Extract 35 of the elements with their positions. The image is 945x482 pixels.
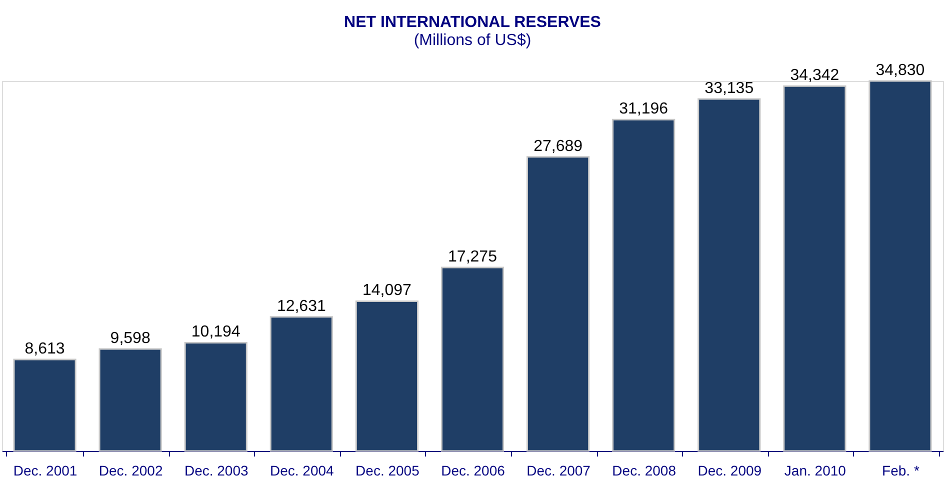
bar (270, 316, 333, 452)
bar (868, 80, 932, 452)
data-label: 9,598 (110, 330, 150, 348)
x-tick-label: Feb. * (882, 462, 920, 478)
data-label: 34,830 (876, 62, 925, 79)
data-label: 12,631 (276, 298, 326, 315)
bar (98, 348, 162, 452)
bar (355, 300, 418, 452)
x-tick-label: Dec. 2008 (612, 462, 676, 478)
x-tick-label: Dec. 2004 (270, 462, 334, 478)
data-label: 8,613 (24, 340, 65, 358)
data-label: 17,275 (448, 248, 498, 266)
bar (526, 156, 590, 452)
bar (783, 85, 846, 452)
data-label: 14,097 (362, 282, 412, 300)
data-label: 27,689 (534, 138, 583, 155)
chart-subtitle: (Millions of US$) (414, 32, 532, 49)
data-label: 10,194 (191, 324, 240, 341)
bar (440, 266, 504, 452)
x-tick-label: Dec. 2006 (441, 462, 506, 478)
chart-title: NET INTERNATIONAL RESERVES (344, 14, 602, 31)
data-label: 34,342 (790, 67, 840, 84)
x-tick-label: Dec. 2009 (698, 462, 762, 478)
bar (13, 358, 76, 452)
bar (698, 98, 761, 452)
x-tick-label: Dec. 2001 (13, 462, 78, 478)
x-tick-label: Dec. 2007 (526, 462, 591, 478)
x-tick-label: Dec. 2003 (184, 462, 248, 478)
x-tick-label: Dec. 2002 (98, 462, 163, 478)
data-label: 31,196 (619, 100, 668, 118)
x-tick-label: Jan. 2010 (784, 462, 846, 478)
bar (184, 342, 248, 452)
x-tick-label: Dec. 2005 (356, 462, 420, 478)
data-label: 33,135 (704, 80, 754, 98)
bar (612, 118, 676, 452)
